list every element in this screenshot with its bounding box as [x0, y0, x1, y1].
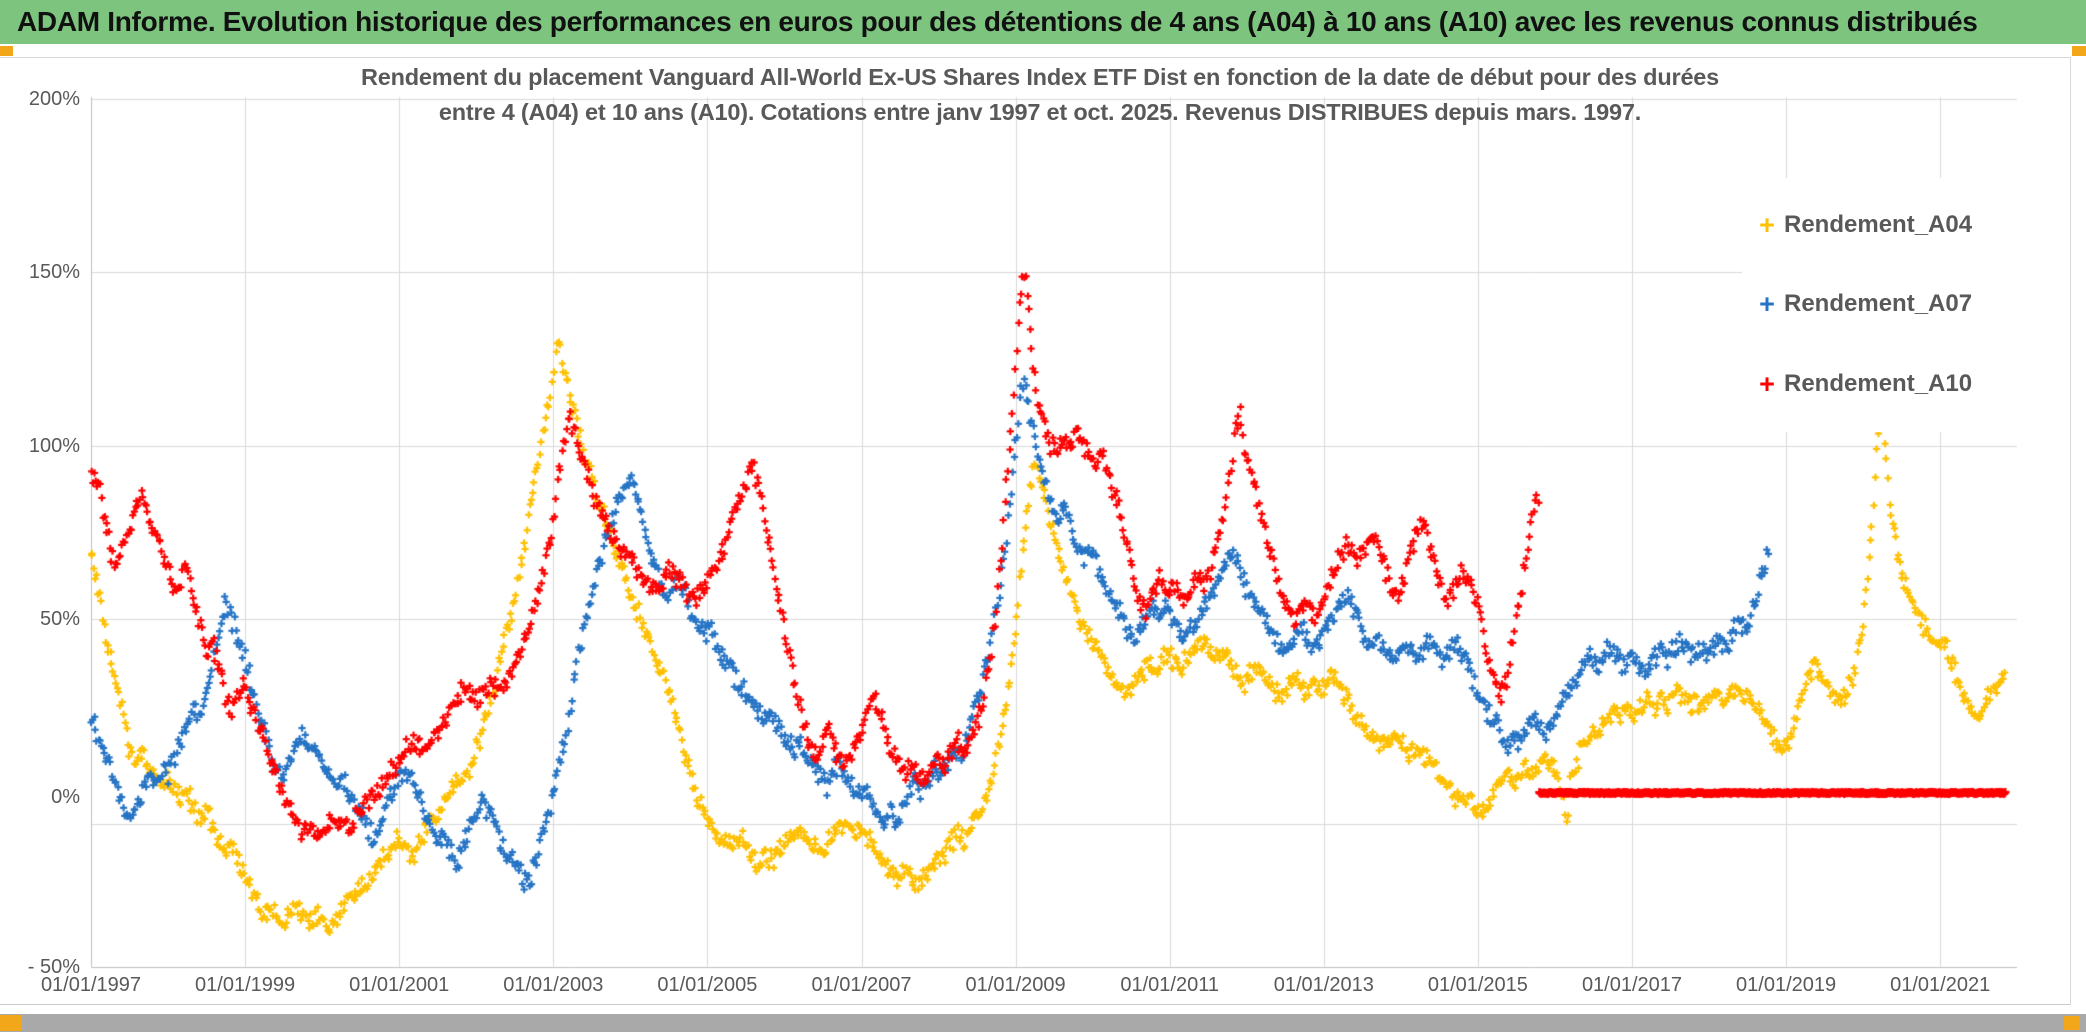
- x-axis-label: 01/01/2007: [811, 974, 912, 996]
- legend-item-rendement_a07[interactable]: + Rendement_A07: [1754, 285, 1972, 323]
- status-bar: [0, 1014, 2086, 1032]
- legend-item-label: Rendement_A04: [1784, 211, 1973, 238]
- y-axis-label: 200%: [28, 87, 80, 110]
- y-axis-label: 150%: [28, 261, 80, 284]
- document-title: ADAM Informe. Evolution historique des p…: [17, 6, 1978, 37]
- x-axis-label: 01/01/2015: [1427, 974, 1528, 996]
- x-axis-label: 01/01/2009: [965, 974, 1066, 996]
- x-axis-label: 01/01/2017: [1581, 974, 1683, 996]
- chart-legend[interactable]: + Rendement_A04 + Rendement_A07 + Rendement_A…: [1742, 178, 2018, 432]
- x-axis-label: 01/01/1999: [195, 974, 296, 996]
- x-axis-label: 01/01/2005: [657, 974, 758, 996]
- series-marker-icon: +: [1759, 210, 1775, 240]
- legend-item-rendement_a04[interactable]: + Rendement_A04: [1754, 206, 1972, 244]
- y-axis-label: 0%: [51, 786, 80, 808]
- chart-title-line1: Rendement du placement Vanguard All-Worl…: [360, 64, 1720, 90]
- selection-handle-top-right[interactable]: [2072, 46, 2086, 56]
- y-axis-label: 50%: [39, 608, 80, 631]
- x-axis-label: 01/01/2001: [349, 974, 450, 996]
- x-axis-label: 01/01/2019: [1736, 974, 1837, 996]
- series-marker-icon: +: [1759, 289, 1775, 319]
- chart-title-line2: entre 4 (A04) et 10 ans (A10). Cotations…: [438, 99, 1642, 125]
- x-axis-label: 01/01/1997: [40, 974, 142, 996]
- series-marker-icon: +: [1759, 369, 1775, 399]
- selection-handle-bottom-left[interactable]: [0, 1015, 22, 1031]
- chart-title: Rendement du placement Vanguard All-Worl…: [150, 60, 1930, 130]
- selection-handle-top-left[interactable]: [0, 46, 13, 56]
- x-axis-label: 01/01/2011: [1120, 974, 1219, 996]
- x-axis-label: 01/01/2021: [1890, 974, 1991, 996]
- x-axis-label: 01/01/2013: [1273, 974, 1374, 996]
- legend-item-label: Rendement_A10: [1784, 370, 1973, 397]
- plot-canvas: [0, 0, 2086, 1005]
- legend-item-label: Rendement_A07: [1784, 290, 1973, 317]
- y-axis-label: - 50%: [27, 955, 80, 978]
- legend-item-rendement_a10[interactable]: + Rendement_A10: [1754, 365, 1972, 403]
- x-axis-label: 01/01/2003: [503, 974, 604, 996]
- selection-handle-bottom-right[interactable]: [2064, 1016, 2080, 1030]
- y-axis-label: 100%: [28, 434, 80, 457]
- document-title-bar: ADAM Informe. Evolution historique des p…: [0, 0, 2086, 44]
